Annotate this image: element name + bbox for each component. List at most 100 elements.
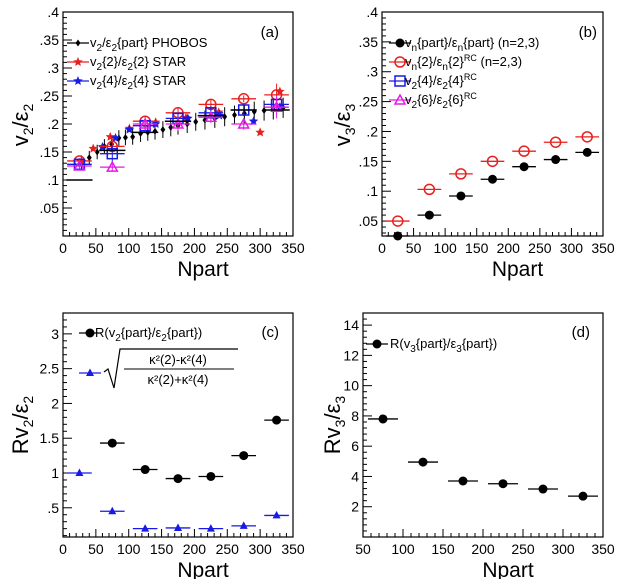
x-tick-label: 250 (216, 541, 240, 557)
legend-label-part: {part} PHOBOS (117, 35, 208, 50)
legend-label-part: 2 (97, 62, 103, 73)
x-tick-label: 100 (433, 240, 457, 256)
data-point-star (255, 127, 265, 137)
data-point-open-circle (455, 168, 467, 180)
data-point-filled-circle (456, 191, 466, 201)
legend-label-part: v (405, 35, 412, 50)
data-point-diamond (122, 133, 128, 141)
y-tick-label: .4 (366, 4, 378, 20)
data-point-star (88, 143, 98, 153)
legend-label-part: v (90, 35, 97, 50)
legend-label-part: 2 (111, 43, 117, 54)
y-axis-title: Rv3/ε3 (320, 396, 348, 455)
legend: R(v2{part}/ε2{part})κ²(2)-κ²(4)κ²(2)+κ²(… (79, 325, 238, 389)
legend-label-part: 2 (97, 43, 103, 54)
x-tick-label: 350 (591, 541, 615, 557)
data-point-filled-circle (418, 457, 428, 467)
data-point-open-square (106, 147, 119, 160)
x-tick-label: 50 (88, 541, 104, 557)
data-point-filled-circle (239, 451, 249, 461)
y-axis-title-part: 2 (20, 127, 36, 135)
data-point-filled-triangle (239, 521, 248, 529)
x-tick-label: 50 (88, 240, 104, 256)
x-tick-label: 0 (59, 240, 67, 256)
legend-label-part: n (412, 43, 418, 54)
legend-label-part: 3 (410, 344, 416, 355)
data-point-filled-triangle (206, 524, 215, 532)
legend-label-part: {4} (448, 73, 465, 88)
legend-label-part: {2} (448, 54, 465, 69)
data-point-diamond (251, 108, 257, 116)
x-tick-label: 300 (551, 541, 575, 557)
data-point-filled-circle (582, 147, 592, 157)
y-axis-title-part: v (8, 135, 33, 146)
y-axis-title-part: 2 (20, 104, 36, 112)
y-axis-title-part: /ε (8, 111, 33, 127)
data-point-open-square (394, 75, 406, 87)
x-tick-label: 300 (248, 240, 272, 256)
panel-label: (b) (579, 24, 597, 41)
panel-label: (a) (261, 24, 279, 41)
y-axis-title-part: 3 (332, 419, 348, 427)
legend: R(v3{part}/ε3{part}) (366, 336, 497, 355)
y-axis-title-part: 2 (20, 419, 36, 427)
legend-label: v2{2}/ε2{2} STAR (90, 54, 186, 73)
x-tick-label: 150 (150, 240, 174, 256)
data-point-star (105, 131, 116, 141)
data-point-diamond (152, 127, 158, 135)
x-tick-label: 50 (355, 541, 371, 557)
data-point-open-triangle (106, 160, 119, 172)
data-point-star (248, 116, 259, 126)
data-point-diamond (130, 133, 136, 141)
legend-label-part: v (405, 92, 412, 107)
legend-label: R(v3{part}/ε3{part}) (390, 336, 497, 355)
legend-label-part: RC (464, 53, 477, 63)
x-tick-label: 200 (471, 541, 495, 557)
data-point-filled-triangle (108, 506, 117, 515)
y-tick-label: 1 (51, 465, 59, 481)
y-axis-title-part: 3 (342, 104, 358, 112)
legend-label-part: {part}/ε (417, 35, 458, 50)
y-axis-title: Rv2/ε2 (8, 396, 36, 455)
y-tick-label: .25 (359, 94, 379, 110)
x-tick-label: 300 (560, 240, 584, 256)
data-point-filled-circle (519, 162, 529, 172)
x-tick-label: 100 (117, 541, 141, 557)
y-tick-label: .2 (366, 123, 378, 139)
x-tick-label: 350 (591, 240, 615, 256)
y-tick-label: 10 (343, 378, 359, 394)
data-point-filled-circle (206, 471, 216, 481)
legend-label-part: {4} STAR (133, 73, 186, 88)
legend-label-part: 2 (412, 100, 418, 111)
legend-label-part: RC (464, 72, 477, 82)
x-tick-label: 250 (216, 240, 240, 256)
y-axis-title-part: 3 (332, 396, 348, 404)
panel-label: (c) (262, 324, 280, 341)
data-point-open-circle (423, 183, 436, 196)
legend-label-part: {4}/ε (417, 73, 443, 88)
legend-label-part: 2 (127, 81, 133, 92)
legend-label-part: /ε (102, 35, 112, 50)
data-point-open-triangle (171, 117, 185, 129)
legend-label-part: 3 (456, 344, 462, 355)
y-tick-label: .2 (47, 116, 59, 132)
series-0 (99, 415, 289, 484)
y-axis-title-part: /ε (330, 111, 355, 127)
data-point-diamond (75, 39, 81, 47)
plot-frame (381, 11, 604, 237)
y-tick-label: 12 (343, 347, 359, 363)
y-axis-title-part: /ε (8, 403, 33, 419)
legend-label-part: 2 (442, 81, 448, 92)
legend-label: v2/ε2{part} PHOBOS (90, 35, 208, 54)
data-point-open-circle (518, 145, 530, 157)
data-point-open-circle (394, 56, 406, 68)
data-point-filled-circle (578, 491, 588, 501)
legend-label: v2{4}/ε2{4} STAR (90, 73, 186, 92)
y-tick-label: 4 (351, 468, 359, 484)
data-point-filled-circle (272, 415, 282, 425)
data-point-filled-circle (378, 414, 388, 424)
y-axis-title-part: Rv (320, 427, 345, 454)
y-tick-label: 2 (351, 499, 359, 515)
y-tick-label: .35 (40, 32, 60, 48)
